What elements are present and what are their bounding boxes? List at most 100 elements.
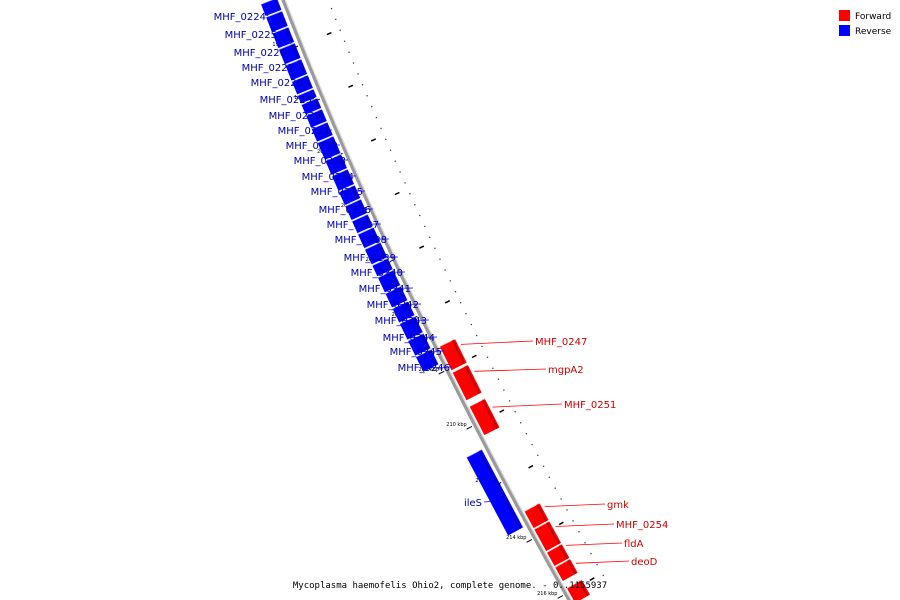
legend: Forward Reverse [839, 10, 892, 37]
position-dot [385, 138, 387, 141]
reverse-gene-shade [370, 227, 379, 243]
reverse-gene-label: MHF_0239 [344, 253, 396, 264]
reverse-gene-edge [301, 97, 318, 106]
position-dot [366, 94, 368, 97]
reverse-gene-shade [344, 169, 353, 186]
reverse-gene [415, 348, 439, 372]
reverse-gene-body [301, 97, 322, 115]
tick-mark [326, 32, 332, 36]
position-dot [399, 171, 401, 173]
position-dot [352, 62, 355, 64]
reverse-gene [371, 257, 393, 277]
position-dot [554, 487, 556, 489]
genome-backbone [281, 0, 572, 600]
reverse-gene-label: MHF_0234 [302, 172, 354, 183]
forward-gene [554, 558, 578, 582]
reverse-gene-body [325, 153, 348, 175]
forward-gene-label: MHF_0251 [564, 400, 616, 411]
reverse-gene-edge [371, 257, 388, 266]
position-dot [454, 291, 457, 293]
reverse-gene [278, 42, 301, 65]
reverse-gene-edge [399, 315, 416, 325]
position-dot [459, 301, 462, 304]
position-dot [519, 421, 522, 424]
tick-mark [370, 138, 377, 142]
position-dot [419, 214, 421, 217]
position-dot [424, 225, 426, 228]
reverse-gene-edge [377, 269, 394, 278]
reverse-gene-iles-shade [478, 450, 522, 530]
tick-label: 216 kbp [537, 591, 557, 597]
reverse-gene-iles-body [466, 449, 524, 536]
reverse-gene-leader [385, 287, 414, 289]
forward-gene-shade [481, 399, 499, 429]
reverse-gene-edge [415, 348, 432, 358]
forward-gene-leader [575, 560, 630, 564]
tick-mark [394, 191, 400, 196]
position-dot [439, 258, 441, 260]
position-dot [508, 400, 511, 402]
reverse-gene-edge [351, 213, 368, 222]
reverse-gene-leader [423, 366, 453, 369]
reverse-gene-label: MHF_0228 [251, 78, 303, 89]
reverse-gene-label: MHF_0227 [242, 63, 294, 74]
legend-item-reverse: Reverse [839, 25, 892, 37]
position-dot [357, 73, 359, 75]
position-dot [444, 269, 446, 271]
forward-gene-edge [554, 558, 571, 568]
forward-gene-body [469, 398, 500, 436]
position-dot [578, 531, 580, 533]
reverse-gene-iles-edge [466, 448, 482, 458]
forward-gene-shade [578, 580, 589, 597]
reverse-gene-label: MHF_0240 [351, 268, 403, 279]
reverse-gene-label: MHF_0246 [398, 363, 450, 374]
position-dot [486, 356, 489, 359]
reverse-gene-leader [408, 336, 438, 339]
reverse-gene-body [297, 88, 317, 104]
position-dot [429, 236, 431, 239]
reverse-gene-shade [337, 154, 346, 170]
reverse-gene-shade [397, 286, 407, 302]
reverse-gene [285, 58, 308, 81]
reverse-gene-edge [265, 10, 283, 18]
reverse-gene-label: MHF_0238 [335, 235, 387, 246]
tick-mark [348, 84, 354, 88]
position-dot [475, 334, 478, 337]
reverse-gene-label: MHF_0230 [269, 111, 321, 122]
position-dot [481, 345, 483, 348]
position-dot [339, 29, 341, 32]
position-dot [380, 127, 382, 130]
position-dot [370, 105, 373, 108]
position-dot [503, 389, 505, 391]
forward-gene-body [439, 338, 467, 371]
tick-mark [471, 354, 477, 359]
tick-mark [589, 577, 595, 581]
position-dot [497, 378, 500, 380]
reverse-gene [291, 74, 313, 95]
reverse-gene-leader [415, 350, 445, 353]
position-dot [584, 541, 586, 544]
reverse-gene-shade [297, 59, 306, 76]
reverse-gene-shade [389, 270, 399, 287]
position-dot [514, 411, 516, 413]
reverse-gene-label: MHF_0232 [286, 141, 338, 152]
reverse-gene-body [399, 316, 423, 340]
forward-gene-edge [566, 579, 582, 589]
forward-gene-shade [536, 503, 548, 522]
reverse-gene-edge [278, 42, 295, 50]
forward-gene-leader [474, 368, 547, 372]
position-dot [596, 563, 598, 566]
position-dot [330, 7, 333, 10]
backbone-highlight [284, 0, 572, 600]
position-dot [343, 40, 346, 42]
reverse-gene-edge [272, 26, 289, 34]
reverse-gene [317, 135, 341, 160]
reverse-gene-edge [344, 198, 361, 207]
forward-gene-body [534, 520, 562, 552]
tick-mark-inner [438, 370, 445, 375]
legend-label-forward: Forward [855, 12, 891, 22]
tick-label: 210 kbp [446, 422, 466, 428]
position-dot [542, 465, 545, 468]
legend-item-forward: Forward [839, 10, 891, 22]
